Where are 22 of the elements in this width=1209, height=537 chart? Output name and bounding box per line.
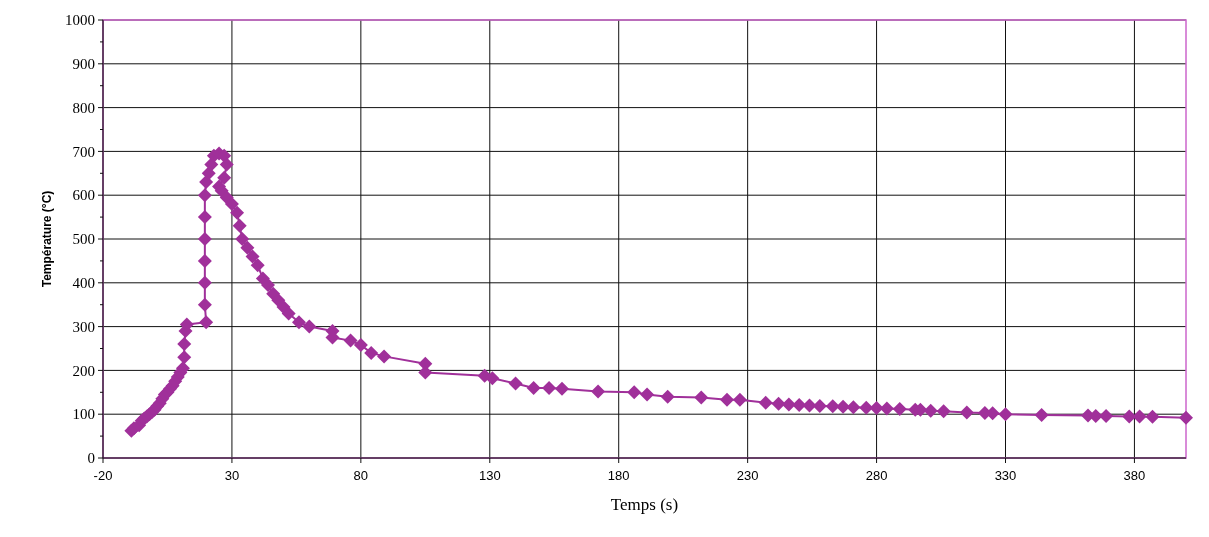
y-tick-label: 800 [72, 99, 95, 116]
x-tick-label: 30 [224, 468, 240, 483]
y-tick-label: 500 [72, 231, 95, 248]
x-tick-label: 280 [865, 468, 888, 483]
y-tick-label: 400 [72, 275, 95, 292]
y-tick-label: 100 [72, 406, 95, 423]
x-axis-title: Temps (s) [610, 495, 679, 514]
y-tick-label: 0 [87, 450, 95, 467]
x-tick-label: 230 [736, 468, 759, 483]
y-tick-label: 200 [72, 362, 95, 379]
x-tick-label: 80 [353, 468, 369, 483]
x-tick-label: -20 [93, 468, 113, 483]
y-tick-label: 600 [72, 187, 95, 204]
y-axis-title: Température (°C) [40, 190, 54, 288]
x-tick-label: 330 [994, 468, 1017, 483]
y-tick-label: 1000 [65, 12, 95, 29]
x-tick-label: 180 [607, 468, 630, 483]
y-tick-label: 700 [72, 143, 95, 160]
x-tick-label: 130 [478, 468, 501, 483]
y-tick-label: 300 [72, 318, 95, 335]
y-tick-label: 900 [72, 56, 95, 73]
x-tick-label: 380 [1123, 468, 1146, 483]
